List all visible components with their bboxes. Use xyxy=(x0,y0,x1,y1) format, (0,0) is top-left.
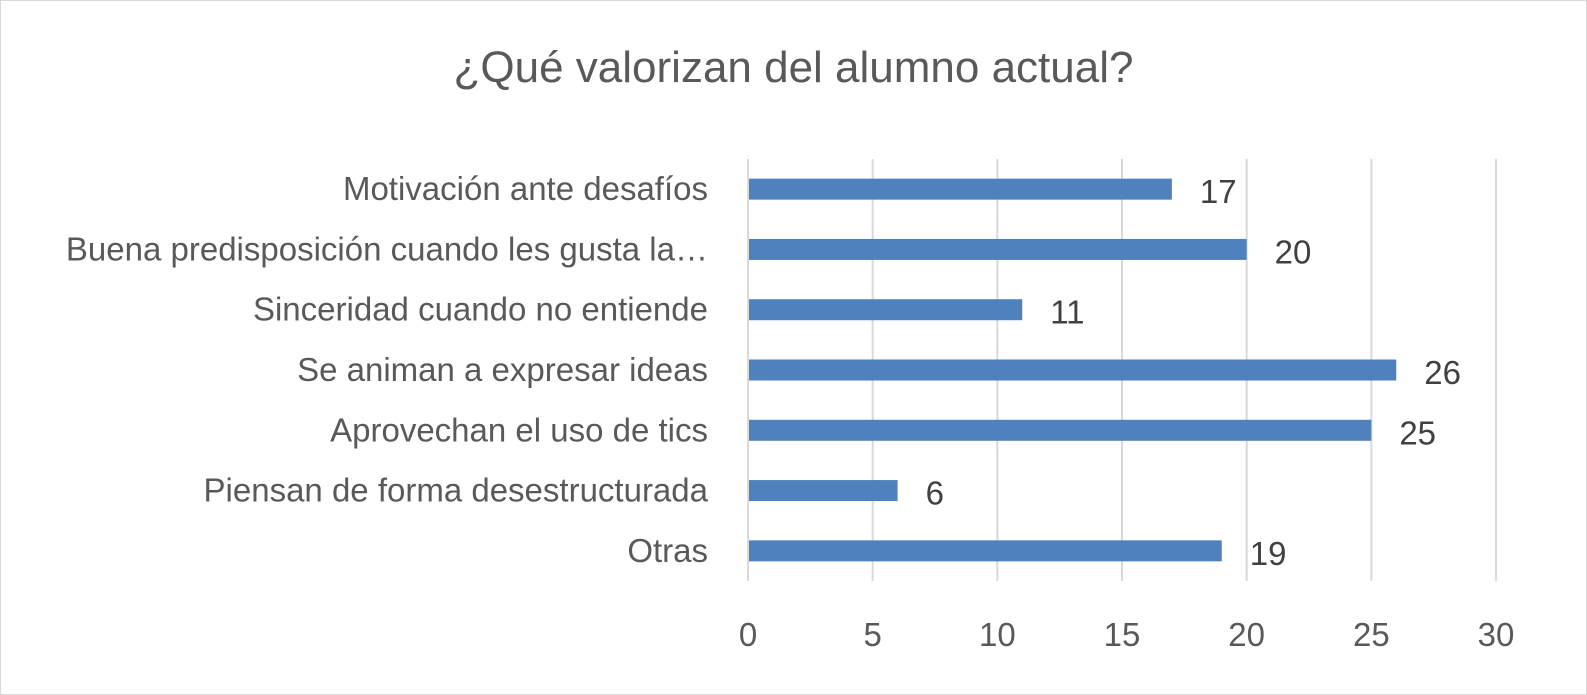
bar xyxy=(749,419,1372,441)
x-tick-label: 30 xyxy=(1478,616,1515,653)
data-label: 20 xyxy=(1275,233,1312,270)
bar xyxy=(749,178,1172,200)
data-label: 17 xyxy=(1200,173,1237,210)
data-label: 6 xyxy=(926,475,944,512)
category-label: Sinceridad cuando no entiende xyxy=(253,291,708,328)
category-label: Motivación ante desafíos xyxy=(343,170,708,207)
x-tick-label: 20 xyxy=(1228,616,1265,653)
data-label: 19 xyxy=(1250,535,1287,572)
x-tick-label: 25 xyxy=(1353,616,1390,653)
category-label: Otras xyxy=(627,532,708,569)
x-tick-label: 5 xyxy=(863,616,881,653)
data-label: 26 xyxy=(1424,354,1461,391)
label-layer: 0 5 10 15 20 25 30 Motivación ante desafíos 17 Bu… xyxy=(66,170,1514,653)
x-tick-label: 0 xyxy=(739,616,757,653)
x-tick-label: 10 xyxy=(979,616,1016,653)
bar xyxy=(749,299,1023,321)
x-tick-label: 15 xyxy=(1104,616,1141,653)
bar xyxy=(749,480,898,502)
chart-title: ¿Qué valorizan del alumno actual? xyxy=(453,43,1134,92)
category-label: Buena predisposición cuando les gusta la… xyxy=(66,230,708,267)
category-label: Se animan a expresar ideas xyxy=(297,351,708,388)
data-label: 25 xyxy=(1399,414,1436,451)
bar xyxy=(749,540,1222,562)
category-label: Piensan de forma desestructurada xyxy=(204,472,709,509)
bar xyxy=(749,238,1247,260)
data-label: 11 xyxy=(1050,294,1084,331)
bar-layer xyxy=(749,178,1397,562)
bar xyxy=(749,359,1397,381)
category-label: Aprovechan el uso de tics xyxy=(330,411,708,448)
